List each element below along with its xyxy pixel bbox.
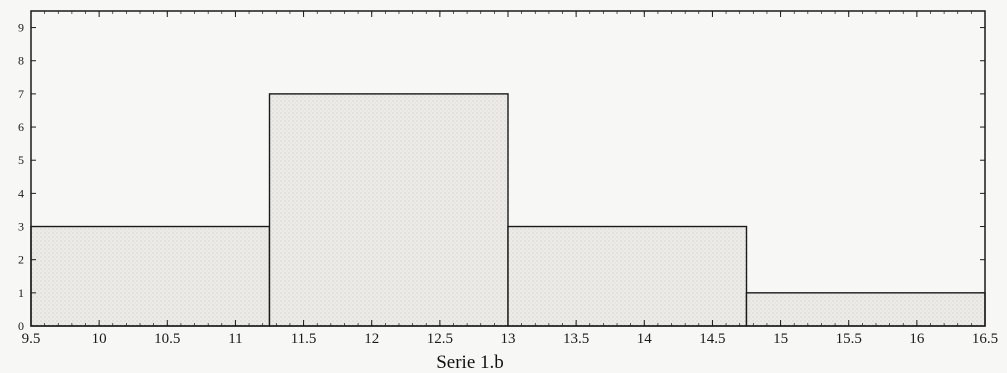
y-axis: 0 1 2 3 4 5 6 7 8 9 (18, 21, 985, 333)
y-tick-label: 8 (18, 54, 24, 68)
histogram-bar-2 (268, 93, 509, 327)
x-tick-label: 12 (364, 331, 379, 347)
y-tick-label: 7 (18, 87, 24, 101)
x-tick-label: 14.5 (699, 331, 725, 347)
histogram-bar-4 (745, 292, 986, 327)
x-tick-label: 10 (92, 331, 107, 347)
x-tick-label: 10.5 (154, 331, 180, 347)
y-tick-label: 2 (18, 253, 24, 267)
x-tick-label: 9.5 (22, 331, 41, 347)
y-tick-label: 5 (18, 153, 24, 167)
histogram-bar-3 (507, 225, 748, 327)
x-tick-label: 11.5 (291, 331, 317, 347)
x-tick-label: 15.5 (836, 331, 862, 347)
x-tick-label: 13 (501, 331, 516, 347)
y-tick-label: 3 (18, 220, 24, 234)
x-axis-title: Serie 1.b (436, 352, 504, 373)
y-tick-label: 0 (18, 319, 24, 333)
x-tick-label: 16 (909, 331, 925, 347)
bars-group (30, 93, 986, 327)
y-tick-label: 6 (18, 120, 24, 134)
x-tick-label: 16.5 (972, 331, 998, 347)
x-tick-label: 11 (228, 331, 242, 347)
y-tick-label: 1 (18, 286, 24, 300)
y-tick-label: 4 (18, 186, 24, 200)
x-tick-label: 15 (773, 331, 788, 347)
x-tick-label: 13.5 (563, 331, 589, 347)
x-tick-label: 14 (637, 331, 653, 347)
x-tick-label: 12.5 (427, 331, 453, 347)
histogram-bar-1 (30, 225, 271, 327)
y-tick-label: 9 (18, 21, 24, 35)
x-axis: 9.5 10 10.5 11 11.5 12 12.5 13 13.5 14 14.5 15 15.5 1… (22, 11, 998, 347)
